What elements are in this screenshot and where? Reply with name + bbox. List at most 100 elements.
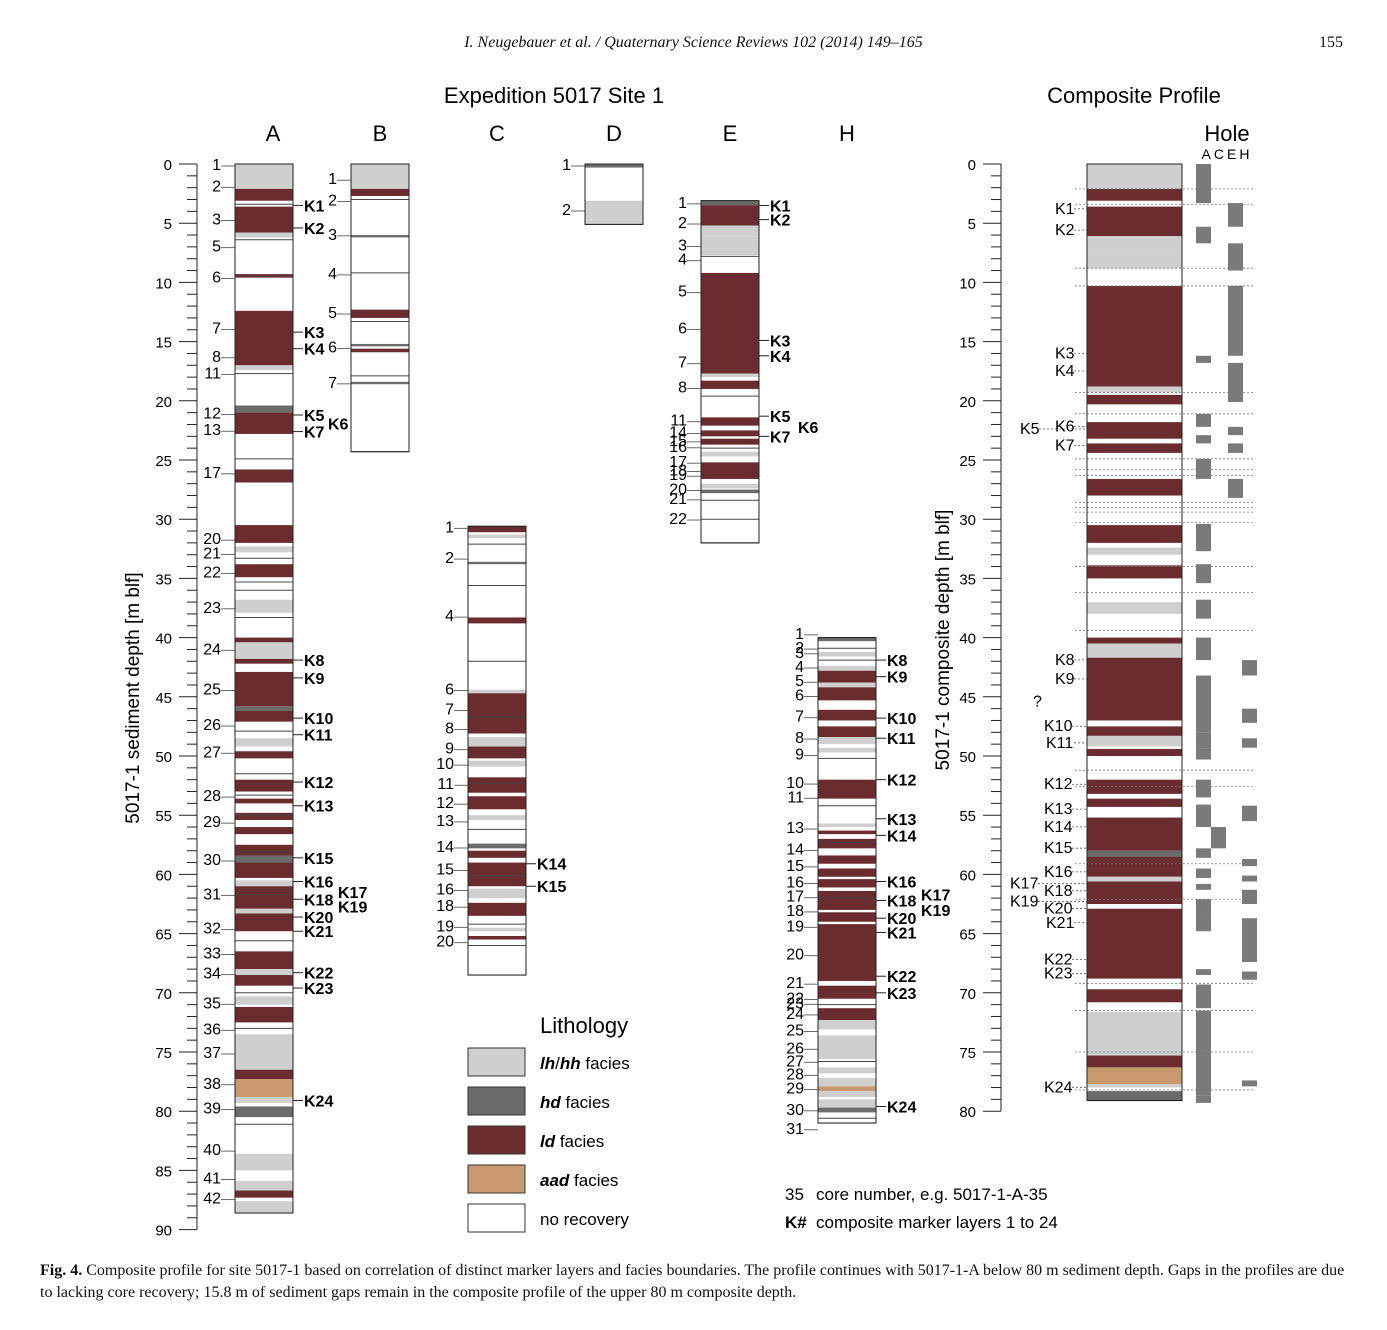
hole-source-bar-a	[1196, 1055, 1211, 1096]
core-number-label: 15	[436, 861, 454, 878]
facies-segment-hd	[585, 164, 643, 168]
sediment-depth-tick-label: 75	[155, 1045, 172, 1062]
sediment-depth-tick-label: 50	[155, 749, 172, 766]
composite-facies-lh	[1087, 236, 1182, 249]
facies-segment-ld	[468, 777, 526, 793]
core-number-label: 7	[678, 355, 687, 372]
facies-segment-ld	[818, 855, 876, 864]
marker-label-k1: K1	[304, 198, 325, 215]
core-number-label: 16	[786, 875, 804, 892]
core-number-label: 35	[203, 995, 221, 1012]
core-number-label: 12	[436, 795, 454, 812]
facies-segment-lh	[701, 483, 759, 489]
legend-swatch-lh	[467, 1047, 526, 1077]
composite-marker-k13: K13	[1044, 801, 1073, 818]
hole-source-bar-a	[1196, 355, 1211, 363]
hole-source-bar-h	[1242, 660, 1257, 676]
hole-source-bar-a	[1196, 637, 1211, 661]
sediment-depth-tick-label: 70	[155, 986, 172, 1003]
core-column-frame	[350, 163, 410, 453]
composite-marker-k16: K16	[1044, 864, 1073, 881]
facies-segment-lh	[351, 164, 409, 189]
hole-source-bar-a	[1196, 848, 1211, 858]
facies-segment-ld	[235, 525, 293, 543]
core-number-label: 17	[669, 454, 687, 471]
facies-segment-ld	[235, 469, 293, 483]
core-number-label: 1	[562, 157, 571, 174]
hole-title: Hole	[1204, 121, 1249, 146]
composite-marker-k11: K11	[1046, 735, 1073, 752]
composite-facies-ld	[1087, 908, 1182, 979]
composite-depth-tick-label: 65	[959, 927, 976, 944]
core-number-label: 11	[787, 789, 804, 806]
facies-segment-lh	[235, 164, 293, 189]
hole-source-bar-a	[1196, 779, 1211, 798]
marker-label-k8: K8	[887, 653, 908, 670]
sediment-depth-tick-label: 80	[155, 1104, 172, 1121]
marker-label-k17: K17	[921, 888, 950, 905]
core-number-label: 13	[203, 422, 221, 439]
marker-label-k24: K24	[304, 1094, 333, 1111]
hole-source-bar-h	[1242, 859, 1257, 867]
marker-label-k22: K22	[887, 969, 916, 986]
composite-marker-k24: K24	[1044, 1079, 1073, 1096]
sediment-depth-tick-label: 10	[155, 275, 172, 292]
composite-facies-lh	[1087, 164, 1182, 189]
hole-source-bar-a	[1196, 1010, 1211, 1056]
facies-segment-lh	[235, 365, 293, 371]
composite-facies-lh	[1087, 248, 1182, 269]
core-number-label: 1	[678, 195, 687, 212]
core-number-label: 24	[786, 1006, 804, 1023]
legend-swatch-none	[467, 1203, 526, 1233]
facies-segment-ld	[818, 1008, 876, 1021]
facies-segment-lh	[235, 546, 293, 553]
composite-marker-k4: K4	[1055, 363, 1075, 380]
composite-column-frame	[1086, 163, 1183, 1102]
core-number-label: 14	[669, 425, 687, 442]
core-number-label: 27	[203, 744, 221, 761]
composite-depth-tick-label: 5	[968, 216, 976, 233]
hole-source-bar-a	[1196, 523, 1211, 552]
hole-source-bar-a	[1196, 599, 1211, 619]
legend-swatch-aad	[467, 1164, 526, 1194]
core-number-label: 12	[203, 406, 221, 423]
marker-label-k20: K20	[887, 911, 916, 928]
facies-segment-ld	[468, 693, 526, 734]
column-header-c: C	[489, 121, 505, 146]
core-number-label: 40	[203, 1142, 221, 1159]
facies-segment-ld	[235, 658, 293, 664]
hole-source-bar-e	[1228, 203, 1243, 227]
marker-label-k15: K15	[537, 879, 566, 896]
marker-label-k1: K1	[770, 198, 791, 215]
facies-segment-hd	[701, 200, 759, 206]
core-number-label: 31	[786, 1121, 804, 1138]
marker-label-k3: K3	[770, 333, 791, 350]
core-number-label: 7	[445, 702, 454, 719]
composite-facies-ld	[1087, 881, 1182, 904]
core-number-label: 11	[204, 365, 221, 382]
facies-segment-ld	[701, 462, 759, 479]
facies-segment-ld	[818, 687, 876, 701]
core-number-label: 29	[786, 1081, 804, 1098]
facies-segment-hd	[235, 706, 293, 712]
hole-source-bar-a	[1196, 435, 1211, 444]
marker-label-k9: K9	[887, 670, 908, 687]
marker-label-k4: K4	[770, 349, 791, 366]
facies-segment-ld	[235, 188, 293, 201]
core-number-label: 36	[203, 1021, 221, 1038]
composite-marker-k19: K19	[1010, 893, 1039, 910]
sediment-depth-tick-label: 65	[155, 927, 172, 944]
core-number-label: 5	[212, 239, 221, 256]
hole-source-bar-h	[1242, 894, 1257, 904]
facies-segment-lh	[235, 642, 293, 659]
marker-label-k18: K18	[887, 893, 916, 910]
core-number-label: 1	[328, 171, 337, 188]
marker-label-k7: K7	[304, 425, 325, 442]
facies-segment-ld	[235, 637, 293, 643]
facies-segment-ld	[235, 711, 293, 722]
facies-segment-lh	[235, 908, 293, 914]
facies-segment-lh	[235, 738, 293, 747]
facies-segment-ld	[818, 912, 876, 922]
core-number-label: 25	[786, 1023, 804, 1040]
core-number-label: 29	[203, 814, 221, 831]
